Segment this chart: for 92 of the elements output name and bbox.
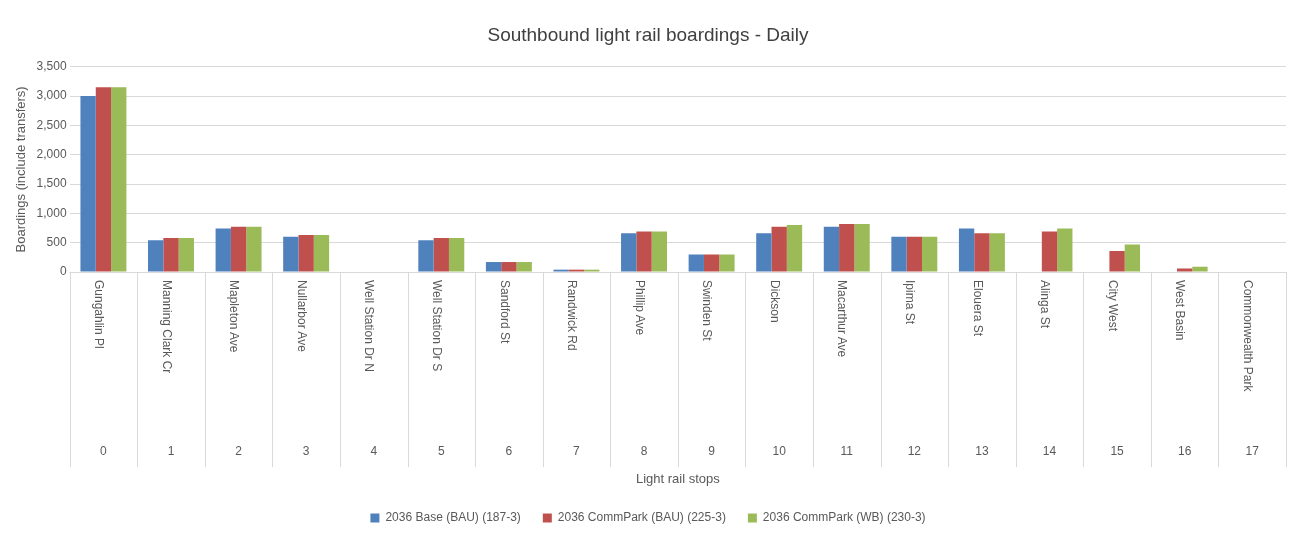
bar (111, 87, 127, 272)
x-tick-label: Well Station Dr N (362, 280, 377, 372)
bar (178, 238, 194, 272)
x-tick-label: Alinga St (1038, 280, 1053, 329)
text: 15 (1110, 444, 1125, 459)
bar (1041, 231, 1058, 272)
text: 8 (640, 444, 648, 459)
x-tick-label: Gungahlin Pl (92, 280, 107, 349)
bar (298, 235, 314, 272)
text: 9 (708, 444, 716, 459)
text: 16 (1177, 444, 1192, 459)
bar (906, 236, 922, 272)
text: 3 (302, 444, 310, 459)
bar (1109, 250, 1125, 272)
x-tick-label: Mapleton Ave (227, 280, 242, 353)
text: 2 (235, 444, 243, 459)
legend-label: 2036 CommPark (WB) (230-3) (762, 510, 926, 525)
x-tick-label: Randwick Rd (565, 280, 580, 351)
text: 5 (437, 444, 445, 459)
bar (80, 96, 96, 272)
text: 6 (505, 444, 513, 459)
x-tick-label: Sandford St (497, 280, 512, 345)
x-tick-label: Commonwealth Park (1240, 280, 1255, 393)
bar (854, 223, 870, 272)
bar (651, 231, 667, 272)
y-tick-label: 2,000 (36, 147, 67, 162)
bar (989, 233, 1005, 272)
y-tick-label: 1,000 (36, 205, 67, 220)
bar (823, 226, 840, 272)
text: Light rail stops (635, 470, 721, 486)
text: 13 (975, 444, 989, 459)
bar (891, 236, 907, 272)
x-tick-label: West Basin (1173, 280, 1188, 341)
bar (313, 235, 330, 272)
bar (501, 262, 517, 272)
y-tick-label: 500 (46, 235, 67, 249)
bar (786, 225, 803, 272)
bar (433, 238, 449, 272)
y-tick-label: 3,500 (36, 59, 67, 74)
bar (1124, 244, 1141, 272)
x-tick-label: Dickson (767, 280, 782, 323)
bar (756, 233, 772, 272)
bar (163, 238, 179, 272)
text: 1 (167, 444, 175, 459)
bar (418, 240, 434, 272)
y-tick-label: 3,000 (36, 88, 67, 103)
bar (95, 87, 112, 272)
bar (771, 226, 787, 272)
x-tick-label: Macarthur Ave (835, 280, 850, 358)
bar (148, 240, 164, 272)
bar (703, 254, 720, 272)
bar (448, 238, 465, 272)
bar (1192, 266, 1208, 272)
bar (839, 223, 855, 272)
text: 7 (573, 444, 581, 459)
bar (921, 236, 938, 272)
text: 4 (370, 444, 378, 459)
x-tick-label: Ipima St (903, 280, 918, 325)
bar (246, 226, 262, 272)
bar (1057, 228, 1073, 272)
bar (719, 254, 735, 272)
bar (283, 236, 299, 272)
text: 0 (100, 444, 108, 459)
bar (485, 262, 502, 272)
y-tick-label: 1,500 (36, 176, 67, 191)
bar (1176, 268, 1193, 272)
chart-title: Southbound light rail boardings - Daily (487, 23, 810, 45)
x-tick-label: Elouera St (970, 280, 985, 337)
legend-label: 2036 Base (BAU) (187-3) (385, 510, 521, 525)
bar (688, 254, 704, 272)
bar (636, 231, 652, 272)
text: 11 (840, 444, 854, 459)
x-tick-label: Swinden St (700, 280, 715, 342)
text: 12 (907, 444, 922, 459)
bar (230, 226, 247, 272)
y-tick-label: 0 (59, 264, 67, 279)
y-tick-label: 2,500 (36, 117, 67, 132)
text: 10 (772, 444, 787, 459)
text: 17 (1245, 444, 1260, 459)
x-tick-label: Well Station Dr S (429, 280, 444, 372)
y-axis-title: Boardings (include transfers) (13, 86, 29, 253)
bar (516, 262, 532, 272)
x-tick-label: City West (1105, 280, 1120, 332)
legend-label: 2036 CommPark (BAU) (225-3) (557, 510, 726, 525)
bar (215, 228, 231, 272)
x-tick-label: Phillip Ave (632, 280, 647, 336)
bar (958, 228, 975, 272)
bar (974, 233, 990, 272)
text: 14 (1042, 444, 1057, 459)
x-tick-label: Nullarbor Ave (294, 280, 309, 353)
x-tick-label: Manning Clark Cr (159, 280, 174, 374)
bar (621, 233, 637, 272)
